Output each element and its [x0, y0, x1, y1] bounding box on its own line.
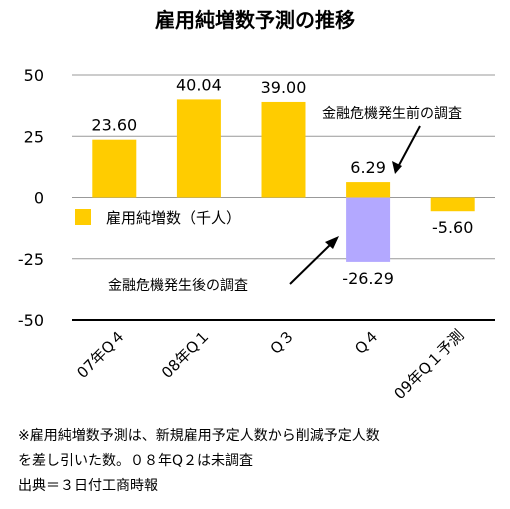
data-labels: 23.60 40.04 39.00 6.29 -5.60 -26.29 [91, 75, 473, 288]
legend-swatch [75, 209, 91, 225]
bars [92, 99, 475, 262]
arrow-after [289, 242, 333, 285]
footnote-line-1: ※雇用純増数予測は、新規雇用予定人数から削減予定人数 [18, 428, 380, 444]
bar [176, 99, 221, 198]
bar [346, 182, 391, 198]
x-tick-label: 08年Q１ [158, 326, 214, 382]
y-tick-label: -50 [18, 311, 44, 330]
x-tick-label: Q３ [267, 326, 299, 358]
x-axis-tick-labels: 07年Q４ 08年Q１ Q３ Q４ 09年Q１予測 [73, 326, 467, 403]
annotation-before-text: 金融危機発生前の調査 [322, 105, 462, 122]
arrowhead-after [325, 236, 339, 249]
data-label: 6.29 [350, 158, 386, 177]
annotation-after-text: 金融危機発生後の調査 [108, 278, 248, 294]
arrow-before [397, 125, 421, 168]
legend: 雇用純増数（千人） [75, 209, 241, 227]
y-tick-label: 0 [34, 189, 44, 208]
bar [92, 139, 137, 198]
chart-title: 雇用純増数予測の推移 [155, 8, 355, 32]
annotation-before: 金融危機発生前の調査 [322, 105, 462, 174]
y-tick-label: 25 [24, 127, 44, 146]
bar-chart: 雇用純増数予測の推移 50 25 0 -25 -50 23.60 40.04 39.00 6.… [18, 8, 495, 403]
y-tick-label: 50 [24, 66, 44, 85]
arrowhead-before [392, 161, 402, 174]
bar-after-crisis [346, 197, 391, 262]
footnote-line-2: を差し引いた数。０８年Q２は未調査 [18, 453, 254, 469]
y-tick-label: -25 [18, 250, 44, 269]
data-label: 39.00 [261, 78, 307, 97]
data-label: 40.04 [176, 75, 222, 94]
data-label: -5.60 [432, 218, 473, 237]
bar [430, 197, 475, 212]
bar [261, 101, 306, 198]
y-axis-tick-labels: 50 25 0 -25 -50 [18, 66, 44, 330]
annotation-after: 金融危機発生後の調査 [108, 236, 339, 294]
x-tick-label: 09年Q１予測 [391, 326, 468, 403]
x-tick-label: 07年Q４ [73, 326, 129, 382]
data-label-after-crisis: -26.29 [342, 269, 394, 288]
footnote-source: 出典＝３日付工商時報 [18, 478, 158, 494]
x-tick-label: Q４ [351, 326, 383, 358]
data-label: 23.60 [91, 116, 137, 135]
legend-label: 雇用純増数（千人） [106, 209, 241, 227]
